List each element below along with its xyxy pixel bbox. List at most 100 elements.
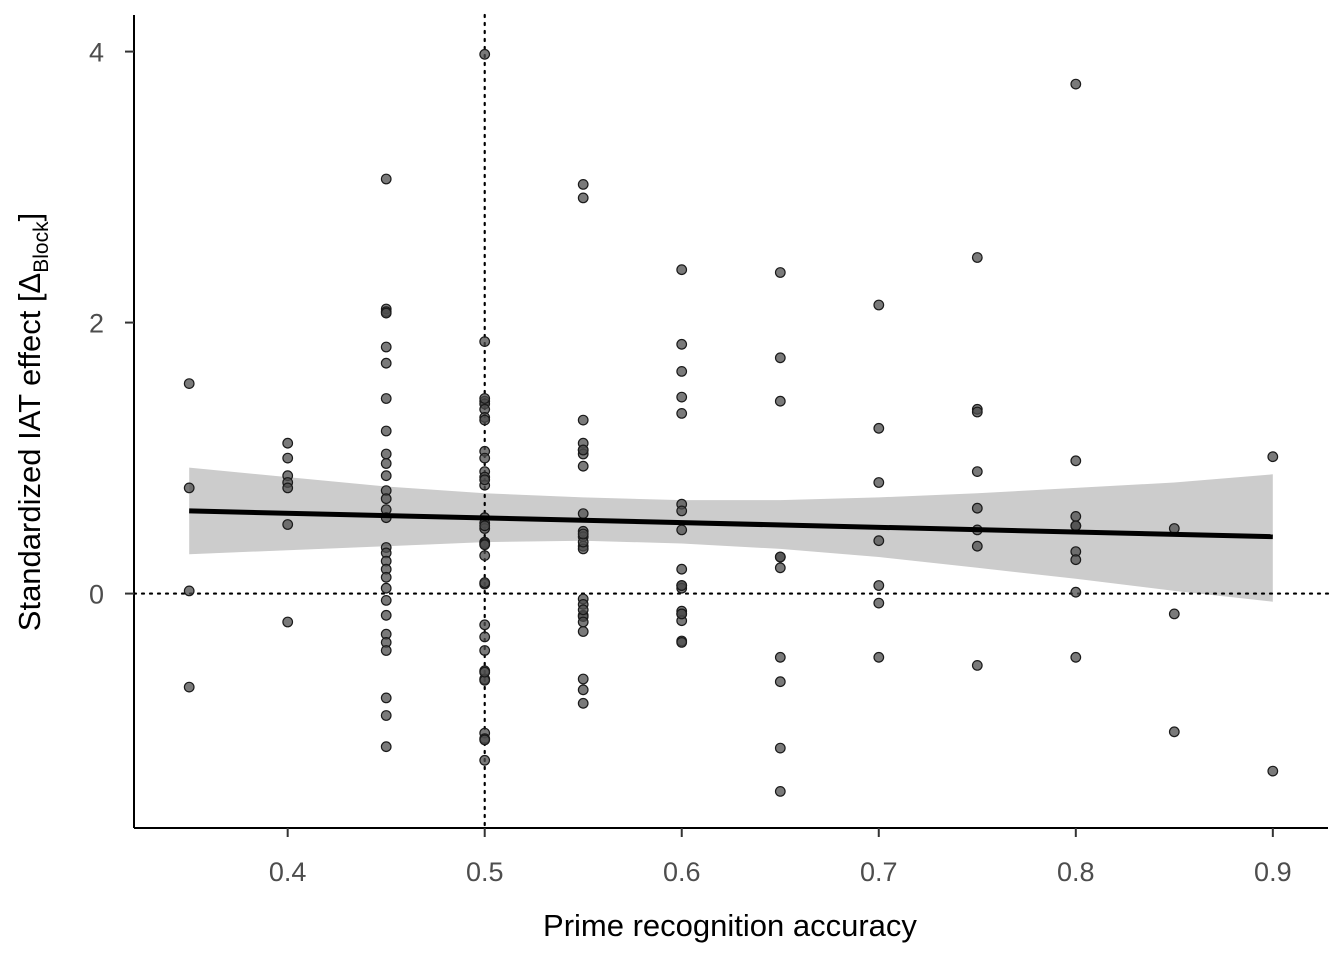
- data-point: [183, 378, 195, 390]
- regression-line: [189, 508, 1273, 540]
- y-tick-label: 2: [89, 309, 104, 339]
- data-point: [380, 425, 392, 437]
- data-point: [873, 477, 885, 488]
- data-point: [774, 562, 786, 574]
- data-point: [971, 540, 983, 552]
- data-point: [380, 357, 392, 369]
- x-tick-label: 0.8: [1057, 857, 1095, 887]
- data-point: [774, 676, 786, 688]
- data-point: [479, 393, 491, 404]
- data-point: [774, 267, 786, 278]
- data-point: [676, 408, 688, 419]
- data-point: [774, 551, 786, 563]
- confidence-band: [189, 467, 1273, 602]
- data-point: [380, 341, 392, 353]
- data-point: [676, 637, 688, 648]
- data-point: [577, 460, 589, 472]
- data-point: [676, 505, 688, 517]
- data-point: [380, 173, 392, 185]
- data-point: [873, 651, 885, 663]
- data-point: [1267, 765, 1279, 777]
- y-tick-label: 0: [89, 580, 104, 610]
- data-point: [479, 336, 491, 348]
- data-point: [479, 734, 491, 746]
- data-point: [1070, 554, 1082, 566]
- data-point: [479, 474, 491, 486]
- data-point: [577, 604, 589, 616]
- confidence-band-layer: [189, 467, 1273, 602]
- data-point: [282, 519, 294, 530]
- data-point: [971, 502, 983, 514]
- data-point: [873, 535, 885, 547]
- data-point: [380, 493, 392, 505]
- y-axis-title-close: ]: [12, 213, 47, 222]
- data-point: [1070, 586, 1082, 598]
- data-point: [676, 264, 688, 276]
- data-point: [774, 651, 786, 663]
- data-point: [282, 437, 294, 449]
- x-tick-label: 0.5: [466, 857, 504, 887]
- x-tick-label: 0.6: [663, 857, 701, 887]
- data-point: [479, 645, 491, 656]
- y-axis-title: Standardized IAT effect [ΔBlock]: [12, 213, 53, 631]
- y-tick-label: 4: [89, 38, 104, 68]
- data-point: [479, 414, 491, 426]
- y-axis-title-subscript: Block: [30, 221, 53, 273]
- data-point: [577, 616, 589, 628]
- data-point: [380, 692, 392, 704]
- data-point: [1070, 455, 1082, 467]
- data-point: [1070, 651, 1082, 663]
- data-point: [971, 252, 983, 263]
- points-layer: [183, 48, 1279, 797]
- x-axis-title: Prime recognition accuracy: [543, 908, 917, 943]
- data-point: [971, 466, 983, 478]
- data-point: [183, 681, 195, 693]
- data-point: [577, 528, 589, 540]
- data-point: [1168, 608, 1180, 620]
- data-point: [577, 697, 589, 709]
- x-tick-label: 0.4: [269, 857, 307, 887]
- y-axis-title-main: Standardized IAT effect [Δ: [12, 273, 47, 631]
- data-point: [479, 520, 491, 532]
- data-point: [479, 631, 491, 643]
- data-point: [676, 366, 688, 377]
- data-point: [676, 338, 688, 350]
- data-point: [577, 192, 589, 204]
- x-tick-label: 0.7: [860, 857, 898, 887]
- data-point: [971, 406, 983, 418]
- data-point: [1070, 520, 1082, 532]
- data-point: [380, 448, 392, 460]
- x-tick-label: 0.9: [1254, 857, 1292, 887]
- data-point: [183, 482, 195, 494]
- data-point: [380, 458, 392, 469]
- data-point: [380, 710, 392, 721]
- data-point: [380, 582, 392, 594]
- data-point: [479, 550, 491, 561]
- data-point: [1070, 511, 1082, 522]
- data-point: [676, 563, 688, 575]
- data-point: [380, 571, 392, 583]
- data-point: [380, 470, 392, 482]
- data-point: [1267, 451, 1279, 463]
- data-point: [380, 645, 392, 656]
- data-point: [183, 585, 195, 597]
- data-point: [873, 580, 885, 591]
- ticks-layer: 0.4 0.5 0.6 0.7 0.8 0.9 0 2 4: [89, 38, 1292, 887]
- data-point: [479, 577, 491, 589]
- data-point: [282, 452, 294, 464]
- data-point: [1070, 78, 1082, 90]
- data-point: [676, 608, 688, 620]
- data-point: [380, 595, 392, 606]
- data-point: [479, 539, 491, 551]
- data-point: [577, 508, 589, 519]
- data-point: [380, 393, 392, 404]
- data-point: [380, 741, 392, 753]
- data-point: [479, 619, 491, 631]
- data-point: [577, 444, 589, 456]
- data-point: [479, 48, 491, 60]
- data-point: [1168, 726, 1180, 738]
- data-point: [577, 684, 589, 696]
- data-point: [676, 524, 688, 536]
- data-point: [774, 395, 786, 407]
- data-point: [577, 673, 589, 685]
